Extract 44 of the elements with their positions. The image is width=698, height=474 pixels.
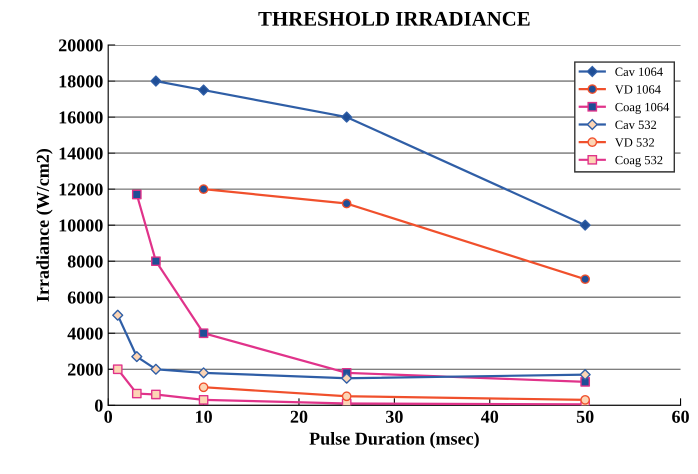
point xyxy=(580,369,591,380)
point xyxy=(112,310,124,321)
point xyxy=(131,351,142,362)
point xyxy=(132,190,142,200)
point xyxy=(112,364,123,374)
y-tick-label: 0 xyxy=(94,400,103,412)
y-tick-label: 14000 xyxy=(60,147,103,160)
point xyxy=(198,395,208,405)
y-tick-label: 4000 xyxy=(67,327,103,340)
point xyxy=(198,84,210,96)
x-tick-label: 10 xyxy=(196,410,212,423)
y-tick-label: 8000 xyxy=(68,255,103,268)
point xyxy=(198,328,208,338)
y-tick-label: 16000 xyxy=(60,111,103,124)
point xyxy=(150,364,162,375)
legend-label: Cav 1064 xyxy=(615,68,663,76)
point xyxy=(151,256,161,266)
point xyxy=(580,220,591,231)
x-tick-label: 30 xyxy=(386,410,403,423)
point xyxy=(341,372,352,384)
x-tick-label: 40 xyxy=(480,410,498,423)
y-tick-label: 12000 xyxy=(60,183,103,196)
y-tick-label: 2000 xyxy=(68,364,103,376)
x-axis-title: Pulse Duration (msec) xyxy=(309,432,479,448)
x-tick-label: 50 xyxy=(576,410,594,423)
point xyxy=(150,75,162,87)
y-tick-label: 20000 xyxy=(58,39,103,52)
chart-title: THRESHOLD IRRADIANCE xyxy=(258,12,530,26)
legend-label: Coag 532 xyxy=(615,156,662,167)
legend-label: VD 532 xyxy=(614,138,654,147)
x-tick-label: 0 xyxy=(104,410,112,423)
y-tick-label: 10000 xyxy=(60,219,103,232)
point xyxy=(198,367,210,378)
legend-label: Coag 1064 xyxy=(615,102,670,114)
x-tick-label: 20 xyxy=(290,410,308,423)
y-tick-label: 18000 xyxy=(60,75,103,88)
y-tick-label: 6000 xyxy=(68,291,103,304)
point xyxy=(151,390,161,400)
point xyxy=(341,111,352,123)
legend-label: Cav 532 xyxy=(615,120,656,129)
y-axis-title: Irradiance (W/cm2) xyxy=(36,148,53,302)
legend-label: VD 1064 xyxy=(614,85,661,94)
x-tick-label: 60 xyxy=(672,410,689,423)
point xyxy=(132,388,142,398)
